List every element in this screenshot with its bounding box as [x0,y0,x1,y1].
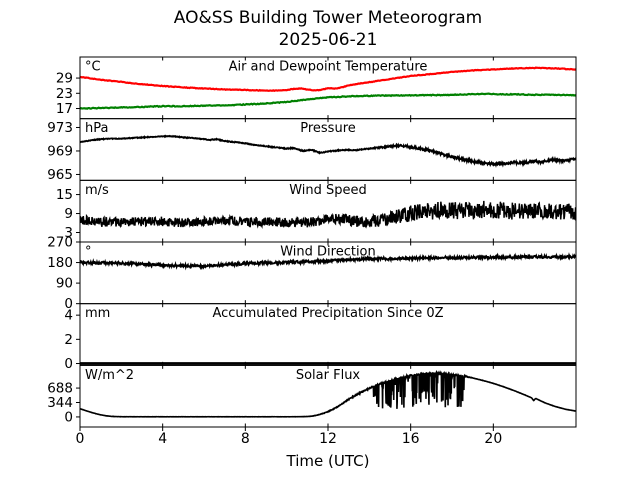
y-tick-label: 0 [64,409,73,425]
series-air-temperature [80,66,576,93]
panel-unit-label: mm [85,306,110,321]
y-tick-label: 15 [56,187,73,203]
x-tick-label: 12 [319,431,337,447]
x-tick-label: 8 [241,431,250,447]
panel-unit-label: °C [85,60,101,75]
y-tick-label: 0 [64,356,73,372]
series-dewpoint [80,92,576,110]
panel-title: Solar Flux [296,368,361,383]
x-tick-label: 0 [76,431,85,447]
panel-title: Wind Speed [289,183,367,198]
series-wind-speed [80,200,576,230]
y-tick-label: 17 [56,101,73,117]
panel-pressure: 973 969 965 hPa Pressure [47,118,577,183]
y-tick-label: 180 [47,255,73,271]
panel-wind-speed: 15 9 3 m/s Wind Speed [56,179,577,243]
y-tick-label: 0 [64,296,73,312]
y-tick-label: 2 [64,332,73,348]
figure-date: 2025-06-21 [278,30,378,50]
series-wind-direction [80,252,576,271]
panel-unit-label: ° [85,245,92,260]
panel-accumulated-precipitation: 4 2 0 mm Accumulated Precipitation Since 0Z [64,303,577,372]
x-axis: 0 4 8 12 16 20 [76,57,502,447]
title-block: AO&SS Building Tower Meteorogram 2025-06… [80,7,576,51]
y-tick-label: 29 [56,71,73,87]
x-axis-label: Time (UTC) [286,452,370,470]
panel-unit-label: W/m^2 [85,368,134,383]
y-tick-label: 23 [56,86,73,102]
x-tick-label: 4 [158,431,167,447]
series-solar-flux [80,369,576,418]
y-tick-label: 4 [64,308,73,324]
x-tick-label: 16 [402,431,420,447]
y-tick-label: 3 [64,225,73,241]
panel-wind-direction: 270 180 90 0 ° Wind Direction [47,235,577,312]
panel-title: Air and Dewpoint Temperature [229,60,428,75]
series-station-pressure [80,134,576,168]
panel-title: Wind Direction [280,245,376,260]
panel-unit-label: m/s [85,183,109,198]
figure-title: AO&SS Building Tower Meteorogram [173,8,483,28]
panel-title: Accumulated Precipitation Since 0Z [212,306,443,321]
x-tick-label: 20 [484,431,502,447]
y-tick-label: 344 [47,395,73,411]
y-tick-label: 969 [47,143,73,159]
y-tick-label: 270 [47,235,73,251]
panel-title: Pressure [300,121,356,136]
y-tick-label: 973 [47,120,73,136]
y-tick-label: 9 [64,206,73,222]
y-tick-label: 90 [56,276,73,292]
y-tick-label: 688 [47,381,73,397]
panel-unit-label: hPa [85,121,108,136]
y-tick-label: 965 [47,167,73,183]
